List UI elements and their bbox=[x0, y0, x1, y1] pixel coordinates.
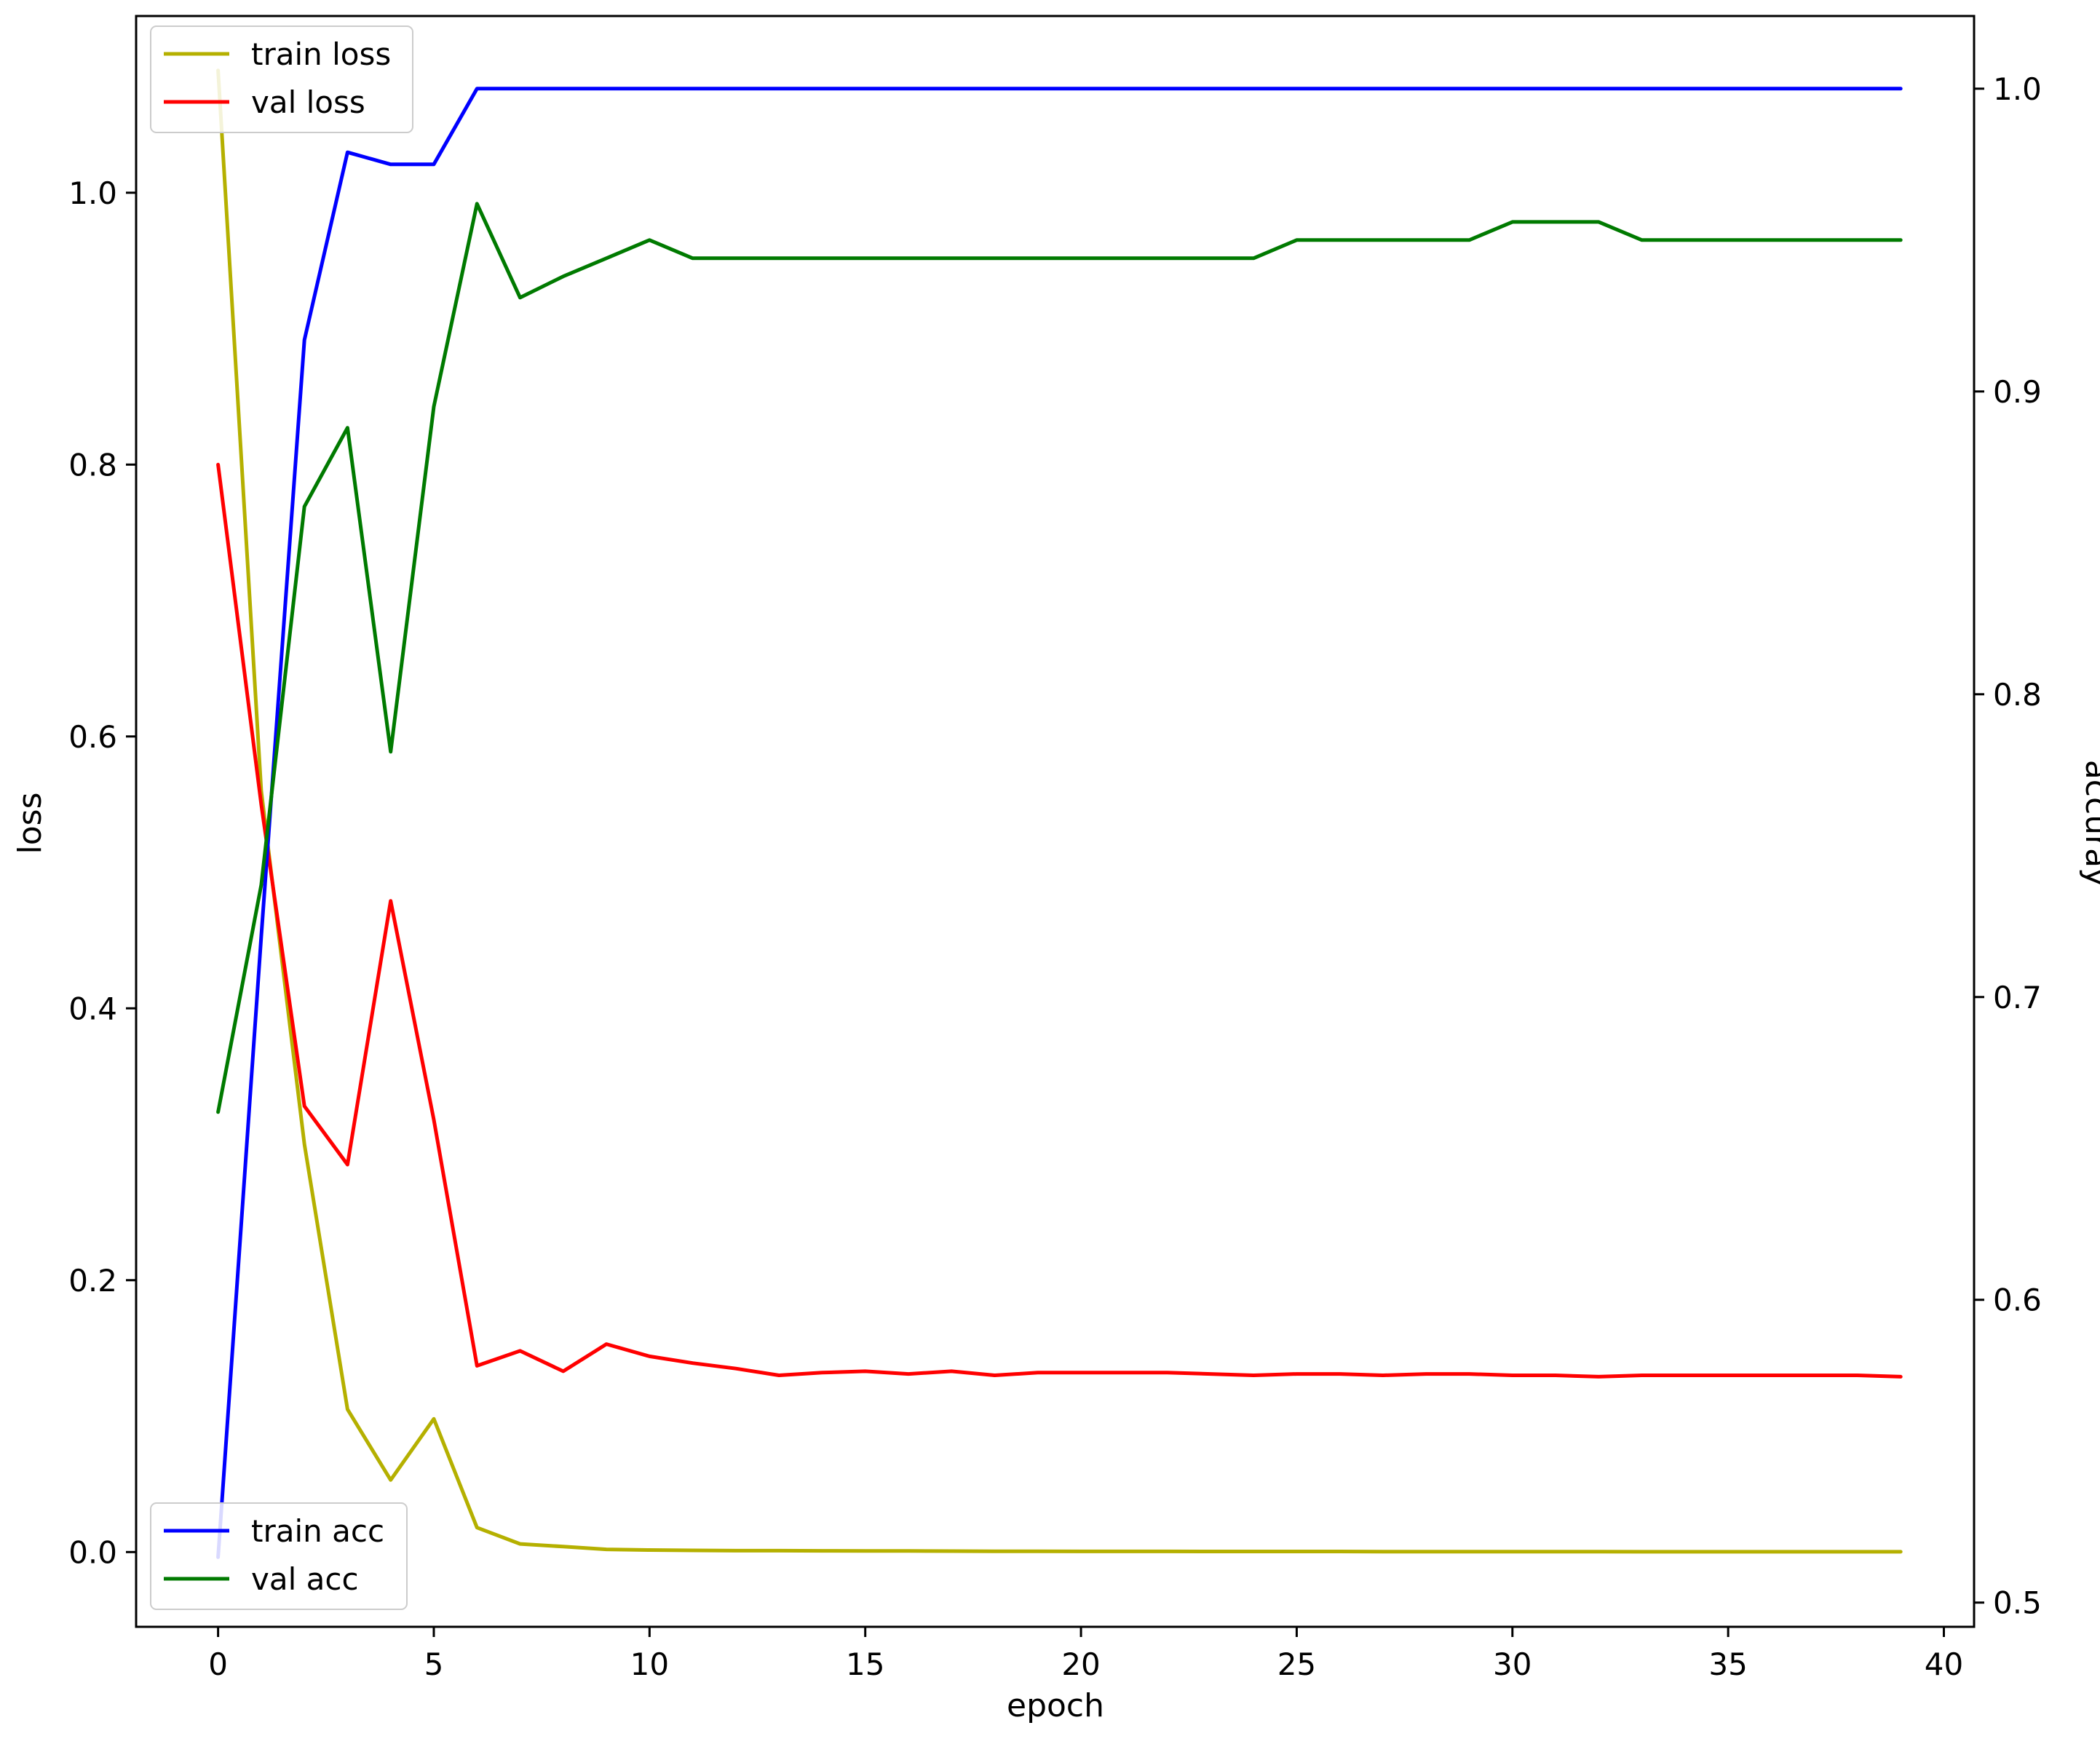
x-tick-label: 5 bbox=[424, 1646, 444, 1682]
x-tick-label: 15 bbox=[846, 1646, 884, 1682]
y-axis-left: 0.0 0.2 0.4 0.6 0.8 1.0 bbox=[68, 175, 136, 1570]
y-left-tick-label: 0.8 bbox=[68, 447, 117, 483]
y-left-tick-label: 1.0 bbox=[68, 175, 117, 211]
y-axis-left-label: loss bbox=[12, 793, 49, 855]
plot-frame bbox=[135, 15, 1976, 1628]
plot-area bbox=[135, 15, 1976, 1628]
y-left-tick-label: 0.6 bbox=[68, 719, 117, 755]
x-tick-label: 20 bbox=[1061, 1646, 1100, 1682]
y-right-tick-label: 0.5 bbox=[1993, 1585, 2042, 1621]
series-line-val-loss bbox=[216, 462, 1903, 1379]
y-axis-right-label: accuray bbox=[2078, 760, 2100, 887]
y-right-tick-label: 0.6 bbox=[1993, 1283, 2042, 1318]
x-axis-label: epoch bbox=[1007, 1687, 1104, 1724]
legend-label: val acc bbox=[251, 1561, 359, 1597]
x-tick-label: 25 bbox=[1277, 1646, 1316, 1682]
x-tick-label: 10 bbox=[630, 1646, 669, 1682]
y-right-tick-label: 0.9 bbox=[1993, 374, 2042, 410]
y-axis-right: 0.5 0.6 0.7 0.8 0.9 1.0 bbox=[1974, 71, 2042, 1621]
series-layer bbox=[216, 68, 1903, 1559]
x-tick-label: 35 bbox=[1708, 1646, 1747, 1682]
legend-acc: train acc val acc bbox=[150, 1502, 408, 1610]
x-tick-label: 30 bbox=[1493, 1646, 1532, 1682]
series-line-train-acc bbox=[216, 87, 1903, 1559]
y-left-tick-label: 0.2 bbox=[68, 1263, 117, 1299]
y-right-tick-label: 1.0 bbox=[1993, 71, 2042, 107]
series-line-val-acc bbox=[216, 202, 1903, 1114]
legend-label: train acc bbox=[251, 1513, 384, 1549]
x-axis: 0 5 10 15 20 25 30 35 40 bbox=[208, 1627, 1963, 1682]
y-left-tick-label: 0.0 bbox=[68, 1534, 117, 1570]
y-left-tick-label: 0.4 bbox=[68, 991, 117, 1026]
x-tick-label: 0 bbox=[208, 1646, 228, 1682]
series-line-train-loss bbox=[216, 68, 1903, 1554]
legend-label: val loss bbox=[251, 84, 365, 120]
y-right-tick-label: 0.7 bbox=[1993, 980, 2042, 1015]
y-right-tick-label: 0.8 bbox=[1993, 677, 2042, 713]
legend-loss: train loss val loss bbox=[150, 25, 413, 133]
legend-label: train loss bbox=[251, 36, 391, 72]
x-tick-label: 40 bbox=[1925, 1646, 1963, 1682]
